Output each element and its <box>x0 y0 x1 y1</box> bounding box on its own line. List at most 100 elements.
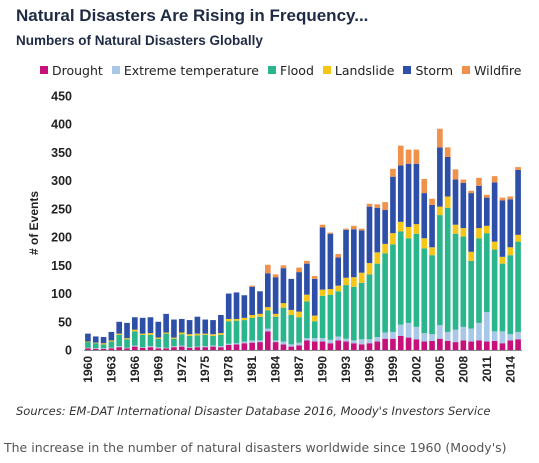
bar-segment-flood <box>499 263 506 332</box>
bar-group-1997 <box>374 204 381 350</box>
bar-segment-flood <box>124 339 130 348</box>
bar-segment-wildfire <box>429 198 435 205</box>
bar-group-1977 <box>218 315 224 350</box>
bar-segment-drought <box>272 342 279 350</box>
bar-segment-flood <box>327 294 334 340</box>
bar-segment-flood <box>304 301 310 339</box>
bar-segment-wildfire <box>343 228 349 230</box>
bar-segment-wildfire <box>382 202 388 211</box>
bar-group-2013 <box>499 197 506 350</box>
bar-segment-storm <box>280 268 287 304</box>
bar-segment-drought <box>460 340 467 350</box>
bar-group-2014 <box>507 196 514 350</box>
bar-segment-extreme-temperature <box>132 345 138 347</box>
bar-segment-flood <box>311 321 318 339</box>
bar-segment-extreme-temperature <box>390 331 396 339</box>
bar-segment-landslide <box>225 318 232 322</box>
bar-segment-landslide <box>108 340 115 342</box>
bar-group-1990 <box>319 224 326 350</box>
bar-segment-storm <box>421 193 428 239</box>
bar-segment-flood <box>374 263 381 338</box>
bar-group-1987 <box>296 267 302 350</box>
bar-segment-landslide <box>335 285 342 292</box>
bar-segment-extreme-temperature <box>249 340 255 343</box>
bar-segment-extreme-temperature <box>139 347 146 348</box>
bar-group-1976 <box>210 320 216 350</box>
chart-legend: Drought Extreme temperature Flood Landslide… <box>40 63 530 83</box>
bar-segment-flood <box>319 295 326 339</box>
bar-segment-extreme-temperature <box>421 333 428 342</box>
bar-group-1960 <box>85 333 91 350</box>
bar-segment-wildfire <box>374 204 381 208</box>
bar-segment-landslide <box>210 334 216 336</box>
bar-segment-extreme-temperature <box>264 328 271 332</box>
bar-segment-drought <box>319 341 326 350</box>
bar-segment-landslide <box>257 313 263 317</box>
bar-segment-storm <box>155 321 162 338</box>
bar-group-1989 <box>311 276 318 350</box>
y-tick-label: 350 <box>51 146 72 160</box>
y-tick-label: 300 <box>51 174 72 188</box>
bar-segment-drought <box>139 347 146 350</box>
bar-group-2015 <box>515 167 521 350</box>
bar-segment-landslide <box>515 234 521 242</box>
y-tick-label: 450 <box>51 90 72 104</box>
bar-segment-storm <box>264 273 271 308</box>
bar-segment-storm <box>288 278 295 310</box>
bar-group-2003 <box>421 178 428 350</box>
bar-segment-landslide <box>272 313 279 317</box>
chart-title: Natural Disasters Are Rising in Frequenc… <box>16 6 369 25</box>
bar-group-1999 <box>390 168 396 350</box>
bar-segment-drought <box>233 344 240 350</box>
bar-segment-drought <box>288 346 295 350</box>
bar-segment-storm <box>132 317 138 330</box>
x-tick-label: 1987 <box>292 356 306 383</box>
x-tick-label: 2014 <box>503 356 517 383</box>
x-tick-label: 2008 <box>456 356 470 383</box>
bar-group-1993 <box>343 228 349 350</box>
bar-segment-drought <box>499 343 506 350</box>
bar-segment-wildfire <box>351 225 357 230</box>
bar-segment-extreme-temperature <box>335 336 342 341</box>
x-tick-label: 1966 <box>128 356 142 383</box>
bar-segment-landslide <box>249 315 255 318</box>
bar-segment-landslide <box>304 294 310 302</box>
legend-swatch-landslide <box>322 66 331 74</box>
bar-segment-landslide <box>452 224 459 234</box>
bar-group-1972 <box>178 318 185 350</box>
bar-segment-flood <box>264 310 271 329</box>
bar-segment-landslide <box>280 303 287 308</box>
bar-segment-extreme-temperature <box>468 328 474 342</box>
bar-segment-extreme-temperature <box>460 326 467 341</box>
bar-segment-drought <box>405 337 412 350</box>
bar-segment-landslide <box>147 333 154 335</box>
bar-segment-landslide <box>171 337 177 339</box>
bar-segment-landslide <box>85 341 91 343</box>
x-tick-label: 1972 <box>175 356 189 383</box>
bar-segment-landslide <box>218 333 224 335</box>
bar-segment-flood <box>437 215 443 326</box>
y-tick-label: 200 <box>51 231 72 245</box>
bar-segment-flood <box>218 334 224 347</box>
x-tick-label: 1969 <box>151 356 165 383</box>
legend-item-drought: Drought <box>40 63 103 78</box>
legend-swatch-storm <box>403 66 412 74</box>
bar-segment-landslide <box>491 241 498 250</box>
bar-group-2006 <box>444 147 451 350</box>
bar-segment-extreme-temperature <box>225 343 232 345</box>
bar-segment-storm <box>444 156 451 197</box>
bar-segment-landslide <box>132 329 138 332</box>
bar-segment-drought <box>483 341 490 350</box>
bar-segment-flood <box>178 334 185 346</box>
bar-segment-drought <box>515 339 521 350</box>
bar-segment-flood <box>202 334 209 347</box>
bar-segment-wildfire <box>507 196 514 200</box>
bar-segment-storm <box>85 333 91 342</box>
bar-segment-drought <box>155 348 162 350</box>
bar-segment-drought <box>85 348 91 350</box>
x-tick-label: 2002 <box>409 356 423 383</box>
bar-group-2004 <box>429 198 435 350</box>
bar-segment-drought <box>249 342 255 350</box>
bar-segment-drought <box>116 347 123 350</box>
bar-segment-flood <box>233 320 240 344</box>
